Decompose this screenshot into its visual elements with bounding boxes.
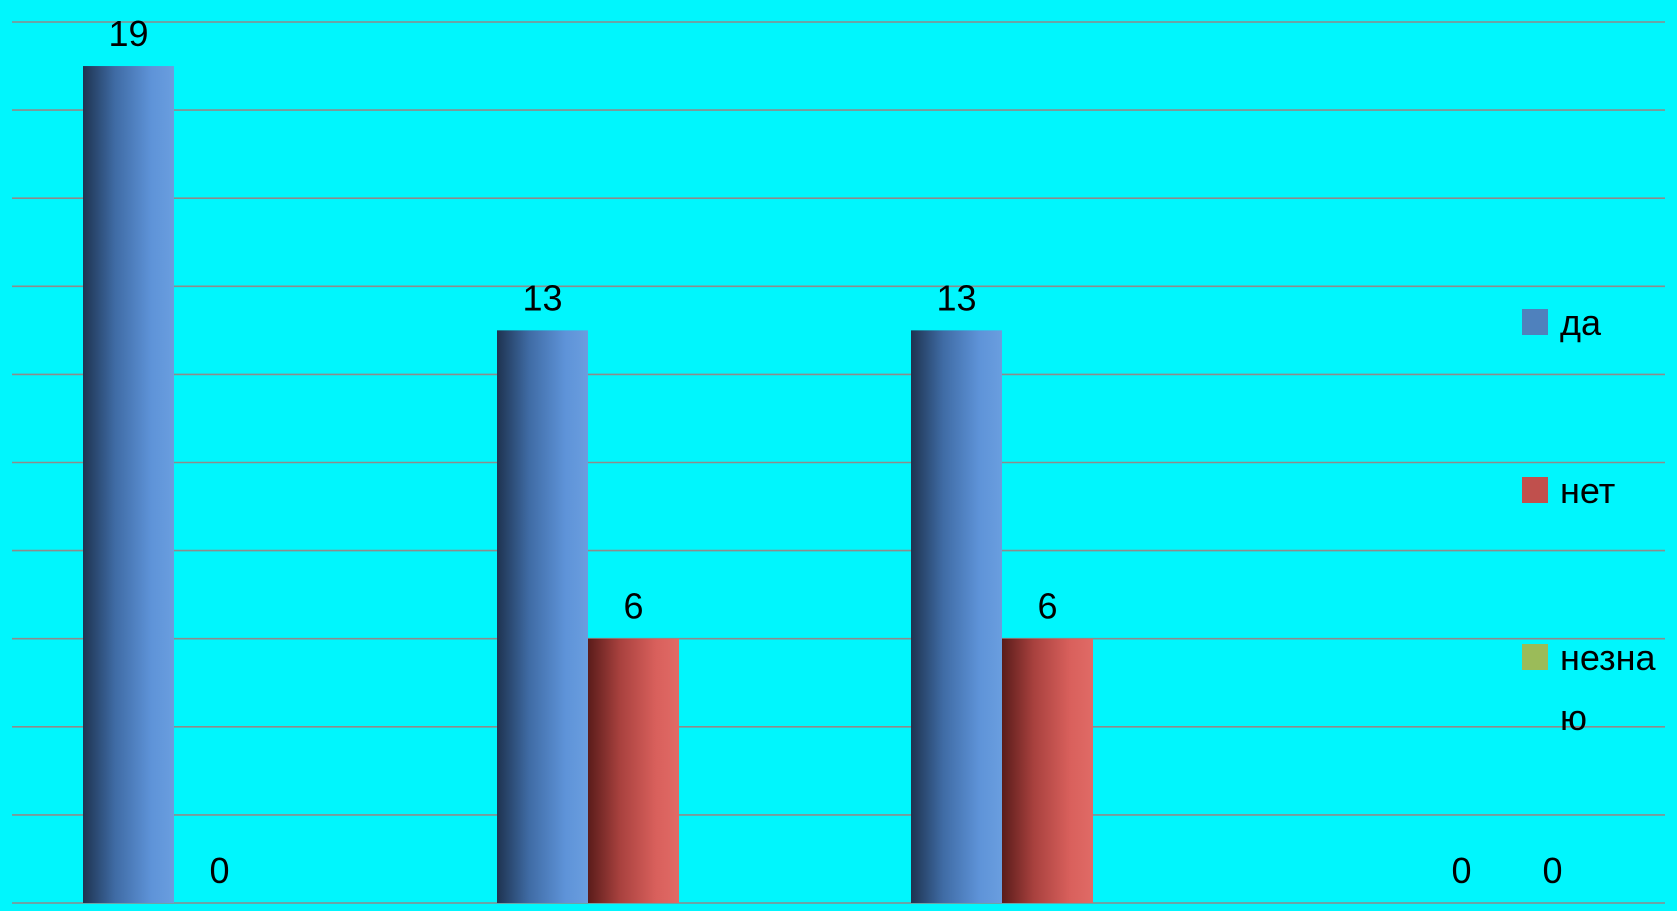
legend-label: ю — [1560, 697, 1587, 738]
data-label: 0 — [1451, 850, 1471, 891]
bar-series-1-category-2 — [497, 330, 588, 904]
bars — [83, 66, 1093, 904]
bar-series-2-category-2 — [588, 638, 679, 903]
legend-label: незна — [1560, 637, 1656, 678]
bar-series-1-category-1 — [83, 66, 174, 904]
data-label: 19 — [108, 13, 148, 54]
data-label: 0 — [209, 850, 229, 891]
legend-swatch — [1522, 644, 1548, 670]
data-label: 6 — [1037, 586, 1057, 627]
gridlines — [12, 21, 1665, 904]
data-label: 6 — [623, 586, 643, 627]
bar-series-2-category-3 — [1002, 638, 1093, 903]
data-label: 13 — [936, 277, 976, 318]
legend-label: да — [1560, 302, 1602, 343]
data-label: 13 — [522, 277, 562, 318]
legend: да нет незна ю — [1522, 302, 1656, 738]
legend-swatch — [1522, 309, 1548, 335]
legend-label: нет — [1560, 470, 1615, 511]
data-labels: 19 13 13 0 6 6 0 0 — [108, 13, 1562, 891]
legend-swatch — [1522, 477, 1548, 503]
bar-series-1-category-3 — [911, 330, 1002, 904]
data-label: 0 — [1542, 850, 1562, 891]
